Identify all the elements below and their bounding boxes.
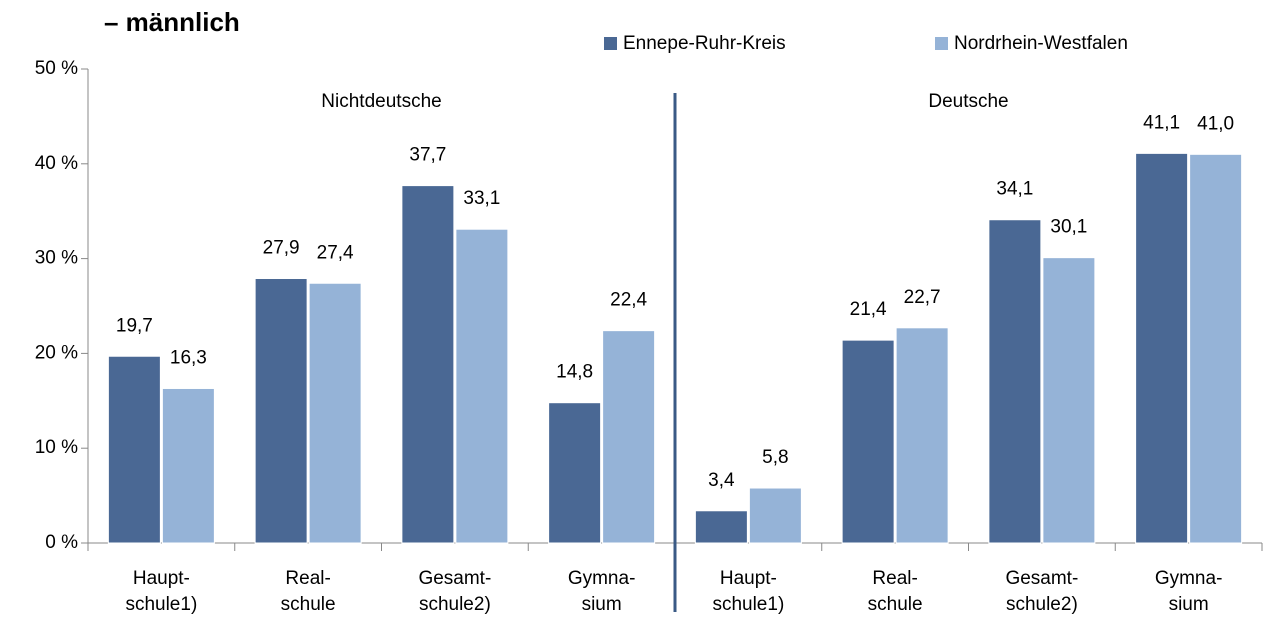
value-label: 30,1 [1050, 217, 1087, 238]
group-label: Nichtdeutsche [321, 91, 441, 112]
value-label: 14,8 [556, 362, 593, 383]
x-tick-label: Real- schule [867, 568, 923, 615]
bar [548, 402, 602, 544]
x-tick-label: Haupt- schule1) [712, 568, 785, 615]
legend-swatch [935, 37, 948, 50]
x-tick-label: Haupt- schule1) [125, 568, 198, 615]
value-label: 33,1 [463, 188, 500, 209]
value-label: 3,4 [708, 470, 735, 491]
x-tick-label: Real- schule [280, 568, 336, 615]
legend-label: Ennepe-Ruhr-Kreis [623, 33, 786, 54]
value-label: 27,4 [317, 242, 354, 263]
bar [401, 185, 455, 544]
bar [107, 355, 161, 544]
value-label: 41,1 [1143, 112, 1180, 133]
bar [161, 387, 215, 544]
x-tick-label: Gesamt- schule2) [1005, 568, 1079, 615]
y-tick-label: 50 % [35, 58, 78, 79]
chart-title: – männlich [104, 7, 240, 37]
value-label: 5,8 [762, 447, 788, 468]
value-label: 22,4 [610, 290, 647, 311]
y-tick-label: 30 % [35, 248, 78, 269]
value-label: 37,7 [409, 145, 446, 166]
bar [455, 228, 509, 544]
bar [694, 510, 748, 544]
group-label: Deutsche [928, 91, 1008, 112]
x-tick-label: Gymna- sium [1154, 568, 1223, 615]
y-tick-label: 10 % [35, 437, 78, 458]
value-label: 19,7 [116, 315, 153, 336]
legend-swatch [604, 37, 617, 50]
value-label: 34,1 [996, 179, 1033, 200]
bar [254, 278, 308, 544]
value-label: 16,3 [170, 347, 207, 368]
bar [841, 339, 895, 544]
bar [988, 219, 1042, 544]
value-label: 22,7 [904, 287, 941, 308]
bar [1135, 152, 1189, 544]
bar [1042, 257, 1096, 544]
bar [602, 330, 656, 544]
value-label: 41,0 [1197, 113, 1234, 134]
bar [308, 282, 362, 544]
legend-label: Nordrhein-Westfalen [954, 33, 1128, 54]
y-tick-label: 20 % [35, 342, 78, 363]
bar [748, 487, 802, 544]
y-tick-label: 40 % [35, 153, 78, 174]
value-label: 21,4 [850, 299, 887, 320]
bar [1189, 153, 1243, 544]
x-tick-label: Gesamt- schule2) [418, 568, 492, 615]
bar [895, 327, 949, 544]
value-label: 27,9 [263, 238, 300, 259]
x-tick-label: Gymna- sium [567, 568, 636, 615]
y-tick-label: 0 % [45, 532, 78, 553]
